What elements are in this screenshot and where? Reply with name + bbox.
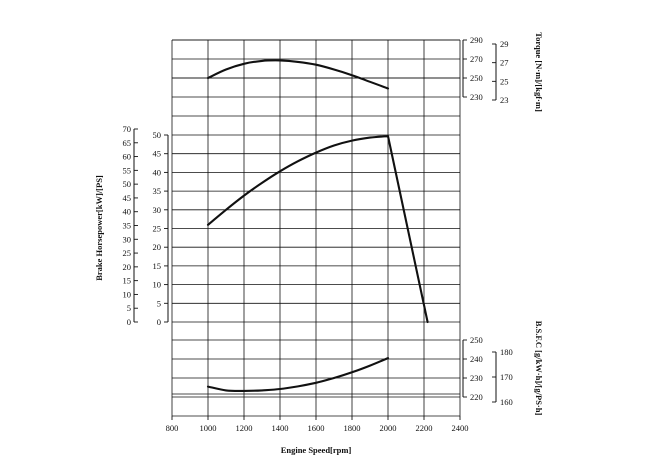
torque-secondary-tick-label: 27 (500, 58, 509, 68)
power-ps-tick-label: 25 (123, 248, 132, 258)
chart-ticks: 800 1000 1200 1400 1600 1800 2000 2200 240023025… (123, 35, 513, 433)
torque-primary-tick-label: 270 (470, 54, 483, 64)
power-kw-tick-label: 15 (153, 261, 162, 271)
x-tick-label: 1200 (236, 423, 253, 433)
power-ps-tick-label: 70 (123, 124, 132, 134)
power-ps-tick-label: 20 (123, 262, 132, 272)
power-kw-tick-label: 45 (153, 149, 162, 159)
x-tick-label: 1800 (344, 423, 361, 433)
power-ps-tick-label: 10 (123, 289, 132, 299)
bsfc-primary-tick-label: 230 (470, 373, 483, 383)
power-kw-tick-label: 40 (153, 167, 162, 177)
chart-grid (171, 39, 461, 417)
power-kw-tick-label: 25 (153, 224, 162, 234)
x-tick-label: 2000 (380, 423, 397, 433)
bsfc-secondary-tick-label: 170 (500, 372, 513, 382)
x-tick-label: 1600 (308, 423, 325, 433)
torque-secondary-tick-label: 29 (500, 39, 509, 49)
x-tick-label: 1000 (200, 423, 217, 433)
power-ps-tick-label: 0 (127, 317, 131, 327)
power-ps-tick-label: 60 (123, 152, 132, 162)
power-kw-tick-label: 5 (157, 298, 161, 308)
torque-primary-tick-label: 290 (470, 35, 483, 45)
bsfc-secondary-tick-label: 180 (500, 347, 513, 357)
x-tick-label: 800 (166, 423, 179, 433)
power-kw-tick-label: 35 (153, 186, 162, 196)
power-curve (206, 135, 429, 324)
x-axis-label: Engine Speed[rpm] (281, 445, 352, 455)
bsfc-curve (206, 357, 390, 392)
bsfc-primary-tick-label: 250 (470, 335, 483, 345)
x-tick-label: 2400 (452, 423, 469, 433)
torque-primary-tick-label: 250 (470, 73, 483, 83)
power-kw-tick-label: 50 (153, 130, 162, 140)
x-tick-label: 2200 (416, 423, 433, 433)
power-ps-tick-label: 35 (123, 221, 132, 231)
torque-axis-label: Torque [N·m]/[kgf·m] (534, 32, 544, 112)
power-ps-tick-label: 45 (123, 193, 132, 203)
power-ps-tick-label: 5 (127, 303, 131, 313)
power-ps-tick-label: 55 (123, 165, 132, 175)
torque-primary-tick-label: 230 (470, 92, 483, 102)
power-ps-tick-label: 65 (123, 138, 132, 148)
torque-secondary-tick-label: 25 (500, 76, 509, 86)
power-ps-tick-label: 50 (123, 179, 132, 189)
power-kw-tick-label: 20 (153, 242, 162, 252)
bsfc-axis-label: B.S.F.C [g/kW·h]/[g/PS·h] (534, 321, 544, 416)
bsfc-primary-tick-label: 240 (470, 354, 483, 364)
x-tick-label: 1400 (272, 423, 289, 433)
bsfc-primary-tick-label: 220 (470, 392, 483, 402)
power-ps-tick-label: 15 (123, 276, 132, 286)
power-axis-label: Brake Horsepower[kW]/[PS] (94, 175, 104, 281)
power-ps-tick-label: 40 (123, 207, 132, 217)
power-kw-tick-label: 30 (153, 205, 162, 215)
power-kw-tick-label: 0 (157, 317, 161, 327)
bsfc-secondary-tick-label: 160 (500, 397, 513, 407)
power-ps-tick-label: 30 (123, 234, 132, 244)
torque-curve (206, 59, 390, 90)
chart-curves (206, 59, 429, 392)
power-kw-tick-label: 10 (153, 280, 162, 290)
torque-secondary-tick-label: 23 (500, 95, 509, 105)
